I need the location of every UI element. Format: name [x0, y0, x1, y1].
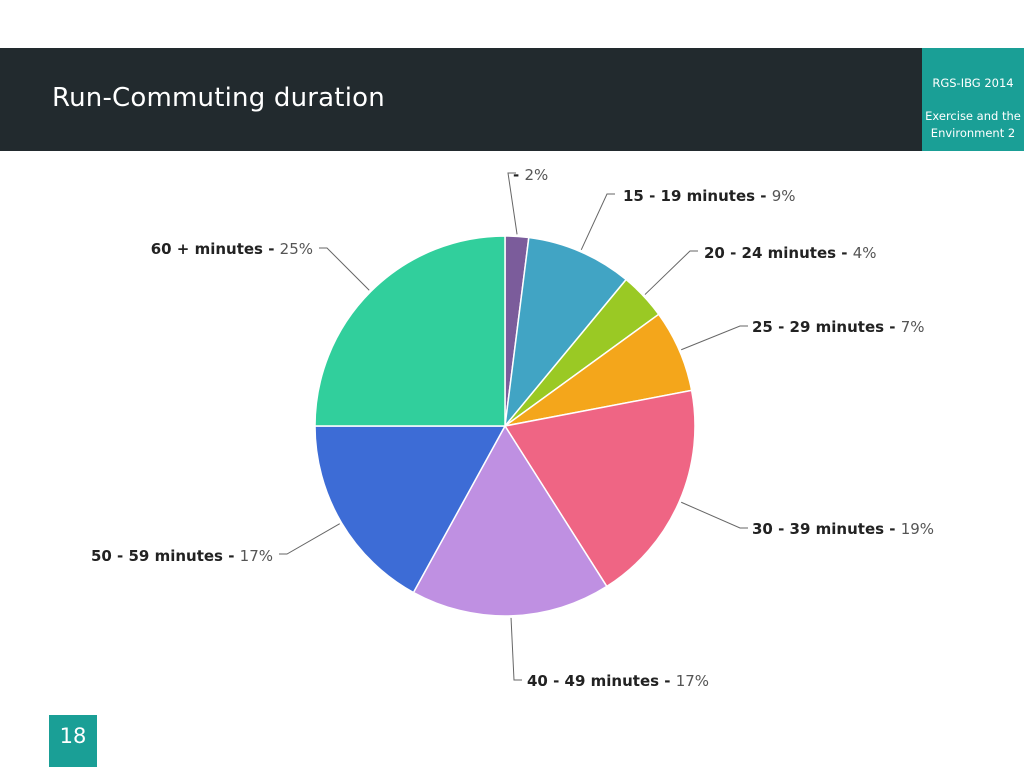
pie-slice [314, 235, 506, 427]
slice-category: 40 - 49 minutes - [527, 672, 676, 690]
pie-slice [503, 389, 696, 588]
slice-label: 25 - 29 minutes - 7% [752, 318, 925, 336]
slice-category: 30 - 39 minutes - [752, 520, 901, 538]
leader-line [507, 172, 518, 235]
slice-category: 15 - 19 minutes - [623, 187, 772, 205]
slice-label: 50 - 59 minutes - 17% [91, 547, 273, 565]
pie-slice [412, 424, 608, 617]
slice-percent: 17% [676, 672, 709, 690]
slice-label: 15 - 19 minutes - 9% [623, 187, 796, 205]
slice-percent: 9% [772, 187, 796, 205]
leader-line [681, 501, 748, 529]
slice-label: 60 + minutes - 25% [151, 240, 313, 258]
leader-line [580, 193, 615, 251]
leader-line [279, 523, 340, 555]
slice-category: 60 + minutes - [151, 240, 280, 258]
conference-box: RGS-IBG 2014 Exercise and the Environmen… [922, 48, 1024, 151]
slice-category: - [513, 166, 524, 184]
leader-line [681, 325, 748, 351]
slice-category: 20 - 24 minutes - [704, 244, 853, 262]
slice-percent: 7% [901, 318, 925, 336]
header-bar [0, 48, 922, 151]
slice-category: 50 - 59 minutes - [91, 547, 240, 565]
slice-percent: 17% [240, 547, 273, 565]
leader-line [510, 617, 522, 681]
slice-label: 20 - 24 minutes - 4% [704, 244, 877, 262]
slice-percent: 25% [280, 240, 313, 258]
page-number-box: 18 [49, 715, 97, 767]
slice-label: 30 - 39 minutes - 19% [752, 520, 934, 538]
slice-category: 25 - 29 minutes - [752, 318, 901, 336]
leader-line [319, 247, 370, 291]
pie-slice [503, 236, 628, 429]
slice-label: 40 - 49 minutes - 17% [527, 672, 709, 690]
page-number: 18 [59, 724, 87, 748]
slice-percent: 19% [901, 520, 934, 538]
pie-slice [314, 425, 507, 594]
conference-name: RGS-IBG 2014 [932, 76, 1014, 90]
slice-percent: 2% [524, 166, 548, 184]
slice-label: - 2% [513, 166, 548, 184]
slide-title: Run-Commuting duration [52, 83, 385, 113]
slice-percent: 4% [853, 244, 877, 262]
session-name: Exercise and the Environment 2 [925, 109, 1021, 140]
leader-line [644, 250, 698, 295]
